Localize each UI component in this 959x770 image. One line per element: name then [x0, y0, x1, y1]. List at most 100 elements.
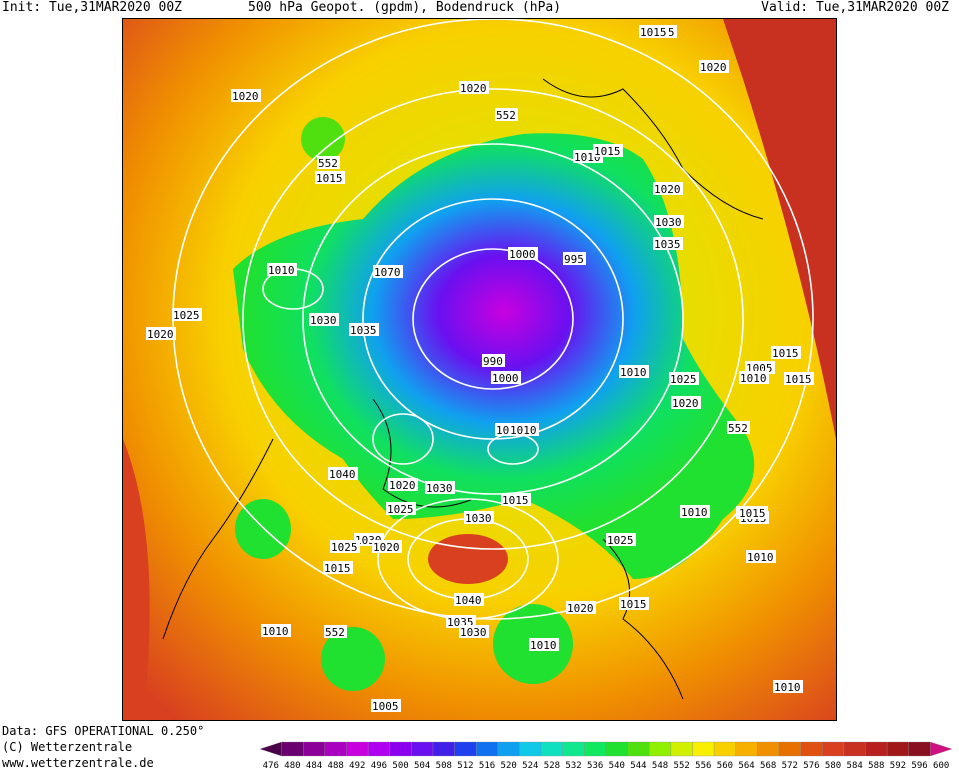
valid-time: Valid: Tue,31MAR2020 00Z — [761, 0, 949, 15]
pressure-label: 1015 — [593, 144, 623, 158]
legend-swatch — [454, 741, 477, 757]
legend-value: 540 — [609, 761, 625, 770]
svg-text:1025: 1025 — [331, 541, 358, 554]
pressure-label: 1010 — [773, 680, 803, 694]
coastlines — [162, 78, 764, 700]
legend-swatch — [908, 741, 931, 757]
legend-swatch — [476, 741, 499, 757]
svg-text:1015: 1015 — [502, 494, 529, 507]
svg-text:1010: 1010 — [510, 424, 537, 437]
pressure-label: 1010 — [267, 263, 297, 277]
data-source: Data: GFS OPERATIONAL 0.250° — [2, 724, 205, 738]
legend-value: 504 — [414, 761, 430, 770]
pressure-label: 1030 — [425, 481, 455, 495]
legend-value: 484 — [306, 761, 322, 770]
website-link[interactable]: www.wetterzentrale.de — [2, 756, 154, 770]
pressure-label: 1020 — [388, 478, 418, 492]
pressure-label: 1010 — [680, 505, 710, 519]
legend-value: 528 — [544, 761, 560, 770]
pressure-label: 1010 — [529, 638, 559, 652]
svg-text:1040: 1040 — [455, 594, 482, 607]
pressure-label: 1030 — [464, 511, 494, 525]
pressure-label: 1000 — [491, 371, 521, 385]
legend-value: 492 — [349, 761, 365, 770]
pressure-label: 1015 — [315, 171, 345, 185]
legend-value: 532 — [565, 761, 581, 770]
svg-text:1000: 1000 — [509, 248, 536, 261]
legend-swatch — [605, 741, 628, 757]
pressure-label: 1025 — [669, 372, 699, 386]
pressure-label: 552 — [495, 108, 518, 122]
svg-text:990: 990 — [483, 355, 503, 368]
pressure-label: 1010 — [261, 624, 291, 638]
map-title: 500 hPa Geopot. (gpdm), Bodendruck (hPa) — [248, 0, 562, 15]
legend-value: 580 — [825, 761, 841, 770]
weather-map: 1015 1020 1025 552 1015 1020 1015 1010 1020 1020 1… — [122, 18, 837, 721]
legend-swatch — [324, 741, 347, 757]
pressure-label: 1030 — [309, 313, 339, 327]
pressure-label: 1015 — [323, 561, 353, 575]
legend-value: 520 — [501, 761, 517, 770]
svg-text:1030: 1030 — [426, 482, 453, 495]
svg-text:1020: 1020 — [700, 61, 727, 74]
pressure-label: 1040 — [328, 467, 358, 481]
legend-swatch — [259, 741, 282, 757]
svg-text:1015: 1015 — [739, 507, 766, 520]
pressure-label: 1020 — [699, 60, 729, 74]
svg-text:1010: 1010 — [681, 506, 708, 519]
legend-swatch — [627, 741, 650, 757]
svg-text:1015: 1015 — [785, 373, 812, 386]
cut-off-low-sw — [321, 627, 385, 691]
legend-value: 544 — [630, 761, 646, 770]
hot-region-ne — [723, 19, 836, 439]
svg-text:1010: 1010 — [740, 372, 767, 385]
legend-value: 512 — [457, 761, 473, 770]
legend-value: 556 — [695, 761, 711, 770]
legend-value: 600 — [933, 761, 949, 770]
legend-value: 476 — [263, 761, 279, 770]
svg-text:1005: 1005 — [372, 700, 399, 713]
svg-text:1020: 1020 — [373, 541, 400, 554]
legend-value: 584 — [847, 761, 863, 770]
pressure-label: 1015 — [639, 25, 669, 39]
svg-text:1010: 1010 — [774, 681, 801, 694]
legend-value: 588 — [868, 761, 884, 770]
pressure-label: 1020 — [653, 182, 683, 196]
legend-swatch — [367, 741, 390, 757]
svg-text:1040: 1040 — [329, 468, 356, 481]
svg-text:1015: 1015 — [772, 347, 799, 360]
pressure-label: 1020 — [231, 89, 261, 103]
pressure-label: 552 — [324, 625, 347, 639]
svg-text:1025: 1025 — [173, 309, 200, 322]
init-time: Init: Tue,31MAR2020 00Z — [2, 0, 183, 15]
legend-swatch — [562, 741, 585, 757]
legend-value: 500 — [392, 761, 408, 770]
svg-text:1025: 1025 — [670, 373, 697, 386]
legend-swatch — [497, 741, 520, 757]
high-pressure-center — [428, 534, 508, 584]
svg-text:1010: 1010 — [747, 551, 774, 564]
legend-swatch — [865, 741, 888, 757]
svg-text:1010: 1010 — [262, 625, 289, 638]
svg-text:1025: 1025 — [607, 534, 634, 547]
legend-swatch — [389, 741, 412, 757]
legend-swatch — [800, 741, 823, 757]
pressure-label: 1020 — [671, 396, 701, 410]
svg-text:1020: 1020 — [654, 183, 681, 196]
copyright: (C) Wetterzentrale — [2, 740, 133, 754]
svg-text:995: 995 — [564, 253, 584, 266]
svg-text:1015: 1015 — [620, 598, 647, 611]
legend-swatch — [281, 741, 304, 757]
pressure-label: 1020 — [146, 327, 176, 341]
legend-value: 596 — [911, 761, 927, 770]
svg-text:1015: 1015 — [316, 172, 343, 185]
pressure-label: 1020 — [566, 601, 596, 615]
cut-off-low-nw — [301, 117, 345, 161]
svg-text:1020: 1020 — [147, 328, 174, 341]
pressure-label: 1035 — [653, 237, 683, 251]
svg-text:1015: 1015 — [324, 562, 351, 575]
legend-swatch — [584, 741, 607, 757]
pressure-label: 1000 — [508, 247, 538, 261]
svg-text:1010: 1010 — [268, 264, 295, 277]
legend-value: 516 — [479, 761, 495, 770]
